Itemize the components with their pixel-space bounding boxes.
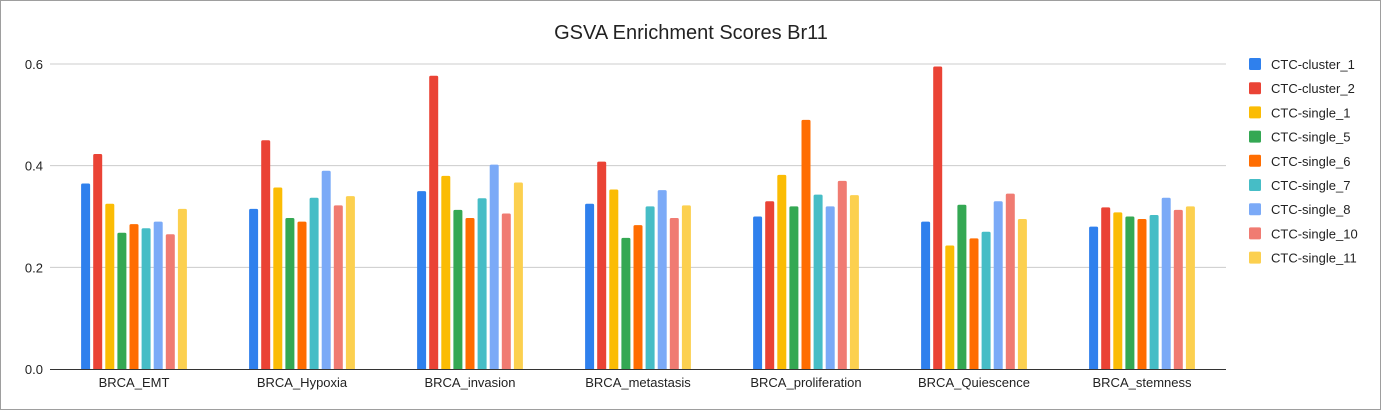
legend-swatch bbox=[1249, 179, 1261, 191]
bar-BRCA_Hypoxia-CTC-cluster_2[interactable] bbox=[261, 140, 271, 369]
bar-BRCA_stemness-CTC-cluster_2[interactable] bbox=[1101, 207, 1111, 369]
bar-BRCA_invasion-CTC-cluster_2[interactable] bbox=[429, 75, 439, 370]
x-tick-label: BRCA_stemness bbox=[1093, 375, 1192, 390]
bar-BRCA_invasion-CTC-single_11[interactable] bbox=[513, 182, 523, 369]
legend-swatch bbox=[1249, 154, 1261, 167]
bar-BRCA_EMT-CTC-single_10[interactable] bbox=[165, 234, 175, 369]
legend-label: CTC-single_5 bbox=[1271, 130, 1350, 145]
bar-BRCA_proliferation-CTC-single_6[interactable] bbox=[801, 119, 811, 370]
bar-BRCA_metastasis-CTC-single_11[interactable] bbox=[681, 205, 691, 369]
bar-BRCA_stemness-CTC-cluster_1[interactable] bbox=[1089, 226, 1099, 369]
legend-label: CTC-single_6 bbox=[1271, 154, 1350, 169]
bar-BRCA_invasion-CTC-single_5[interactable] bbox=[453, 209, 463, 369]
legend[interactable]: CTC-cluster_1 CTC-cluster_2 CTC-single_1 CT… bbox=[1249, 57, 1358, 266]
legend-swatch bbox=[1249, 106, 1261, 119]
bar-BRCA_Quiescence-CTC-single_8[interactable] bbox=[993, 201, 1003, 369]
bar-BRCA_proliferation-CTC-cluster_2[interactable] bbox=[765, 201, 775, 369]
chart-title: GSVA Enrichment Scores Br11 bbox=[554, 22, 828, 44]
bar-BRCA_metastasis-CTC-single_7[interactable] bbox=[645, 206, 655, 369]
bar-BRCA_stemness-CTC-single_1[interactable] bbox=[1113, 212, 1123, 369]
legend-label: CTC-single_1 bbox=[1271, 105, 1350, 120]
x-tick-label: BRCA_Hypoxia bbox=[257, 375, 348, 390]
y-tick-label: 0.0 bbox=[25, 362, 43, 377]
bar-BRCA_stemness-CTC-single_5[interactable] bbox=[1125, 216, 1135, 370]
bar-BRCA_EMT-CTC-single_5[interactable] bbox=[117, 232, 127, 369]
bar-BRCA_metastasis-CTC-single_5[interactable] bbox=[621, 237, 631, 369]
bar-BRCA_metastasis-CTC-single_1[interactable] bbox=[609, 189, 619, 369]
legend-swatch bbox=[1249, 82, 1261, 95]
bar-BRCA_metastasis-CTC-single_10[interactable] bbox=[669, 218, 679, 369]
bar-BRCA_Quiescence-CTC-single_10[interactable] bbox=[1005, 193, 1015, 369]
axes: 0.0 0.2 0.4 0.6 BRCA_EMT BRCA_Hypoxia BRCA_inv… bbox=[25, 57, 1226, 390]
bar-BRCA_proliferation-CTC-cluster_1[interactable] bbox=[753, 216, 763, 370]
bar-BRCA_metastasis-CTC-single_6[interactable] bbox=[633, 225, 643, 369]
bar-BRCA_Quiescence-CTC-single_11[interactable] bbox=[1017, 219, 1027, 369]
bar-BRCA_Hypoxia-CTC-single_8[interactable] bbox=[321, 170, 331, 369]
bar-BRCA_Hypoxia-CTC-single_6[interactable] bbox=[297, 221, 307, 369]
bar-BRCA_stemness-CTC-single_10[interactable] bbox=[1173, 209, 1183, 369]
bar-BRCA_invasion-CTC-cluster_1[interactable] bbox=[417, 191, 427, 369]
legend-label: CTC-cluster_2 bbox=[1271, 81, 1355, 96]
bar-BRCA_stemness-CTC-single_11[interactable] bbox=[1185, 206, 1195, 369]
bar-BRCA_Quiescence-CTC-single_6[interactable] bbox=[969, 238, 979, 369]
bar-BRCA_stemness-CTC-single_6[interactable] bbox=[1137, 219, 1147, 369]
legend-swatch bbox=[1249, 203, 1261, 216]
bar-BRCA_Hypoxia-CTC-single_10[interactable] bbox=[333, 205, 343, 369]
y-tick-label: 0.6 bbox=[25, 57, 43, 72]
bar-BRCA_proliferation-CTC-single_1[interactable] bbox=[777, 174, 787, 369]
legend-swatch bbox=[1249, 58, 1261, 70]
x-tick-label: BRCA_proliferation bbox=[750, 375, 861, 390]
bar-BRCA_invasion-CTC-single_10[interactable] bbox=[501, 213, 511, 369]
y-tick-label: 0.2 bbox=[25, 260, 43, 275]
legend-label: CTC-single_7 bbox=[1271, 178, 1350, 193]
bar-BRCA_Quiescence-CTC-cluster_1[interactable] bbox=[921, 221, 931, 369]
bar-BRCA_invasion-CTC-single_8[interactable] bbox=[489, 164, 499, 369]
bar-BRCA_Hypoxia-CTC-cluster_1[interactable] bbox=[249, 208, 259, 369]
legend-label: CTC-cluster_1 bbox=[1271, 57, 1355, 72]
bar-BRCA_stemness-CTC-single_7[interactable] bbox=[1149, 214, 1159, 369]
bar-BRCA_Quiescence-CTC-cluster_2[interactable] bbox=[933, 66, 943, 370]
legend-swatch bbox=[1249, 251, 1261, 264]
bar-BRCA_EMT-CTC-single_6[interactable] bbox=[129, 224, 139, 369]
x-tick-label: BRCA_EMT bbox=[99, 375, 170, 390]
bar-BRCA_Hypoxia-CTC-single_7[interactable] bbox=[309, 197, 319, 369]
y-tick-label: 0.4 bbox=[25, 159, 43, 174]
legend-label: CTC-single_8 bbox=[1271, 202, 1350, 217]
bar-BRCA_invasion-CTC-single_1[interactable] bbox=[441, 175, 451, 369]
bar-BRCA_Quiescence-CTC-single_1[interactable] bbox=[945, 245, 955, 369]
legend-swatch bbox=[1249, 227, 1261, 240]
bar-BRCA_invasion-CTC-single_7[interactable] bbox=[477, 198, 487, 369]
bar-BRCA_EMT-CTC-cluster_1[interactable] bbox=[81, 183, 91, 369]
bar-BRCA_EMT-CTC-single_1[interactable] bbox=[105, 203, 115, 369]
bar-BRCA_EMT-CTC-single_11[interactable] bbox=[177, 208, 187, 369]
bar-BRCA_Quiescence-CTC-single_7[interactable] bbox=[981, 231, 991, 369]
bar-BRCA_proliferation-CTC-single_8[interactable] bbox=[825, 206, 835, 369]
bar-BRCA_proliferation-CTC-single_7[interactable] bbox=[813, 194, 823, 369]
bar-BRCA_proliferation-CTC-single_5[interactable] bbox=[789, 206, 799, 369]
bar-BRCA_stemness-CTC-single_8[interactable] bbox=[1161, 197, 1171, 369]
bar-BRCA_Quiescence-CTC-single_5[interactable] bbox=[957, 204, 967, 369]
bar-BRCA_Hypoxia-CTC-single_11[interactable] bbox=[345, 196, 355, 369]
x-tick-label: BRCA_invasion bbox=[424, 375, 515, 390]
bar-BRCA_metastasis-CTC-cluster_1[interactable] bbox=[585, 203, 595, 369]
bar-BRCA_EMT-CTC-cluster_2[interactable] bbox=[93, 153, 103, 369]
bar-BRCA_metastasis-CTC-single_8[interactable] bbox=[657, 190, 667, 369]
bar-BRCA_EMT-CTC-single_7[interactable] bbox=[141, 228, 151, 369]
bars bbox=[81, 66, 1195, 370]
bar-BRCA_metastasis-CTC-cluster_2[interactable] bbox=[597, 161, 607, 369]
x-tick-label: BRCA_Quiescence bbox=[918, 375, 1030, 390]
legend-label: CTC-single_10 bbox=[1271, 226, 1358, 241]
bar-BRCA_Hypoxia-CTC-single_1[interactable] bbox=[273, 187, 283, 369]
bar-BRCA_EMT-CTC-single_8[interactable] bbox=[153, 221, 163, 369]
bar-BRCA_Hypoxia-CTC-single_5[interactable] bbox=[285, 218, 295, 369]
bar-BRCA_proliferation-CTC-single_10[interactable] bbox=[837, 180, 847, 369]
legend-swatch bbox=[1249, 130, 1261, 143]
bar-BRCA_proliferation-CTC-single_11[interactable] bbox=[849, 195, 859, 369]
legend-label: CTC-single_11 bbox=[1271, 251, 1357, 266]
x-tick-label: BRCA_metastasis bbox=[585, 375, 691, 390]
bar-BRCA_invasion-CTC-single_6[interactable] bbox=[465, 218, 475, 369]
